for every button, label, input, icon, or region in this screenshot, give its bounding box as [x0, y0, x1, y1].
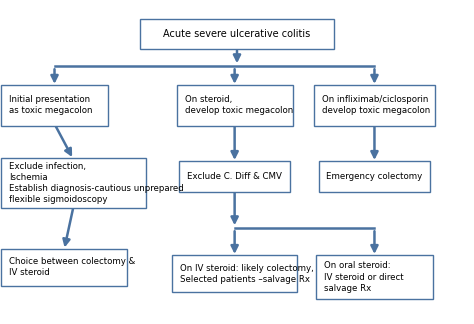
FancyBboxPatch shape: [1, 249, 127, 286]
FancyBboxPatch shape: [317, 255, 432, 299]
Text: Exclude C. Diff & CMV: Exclude C. Diff & CMV: [187, 172, 282, 181]
Text: On infliximab/ciclosporin
develop toxic megacolon: On infliximab/ciclosporin develop toxic …: [322, 95, 430, 115]
FancyBboxPatch shape: [1, 158, 146, 208]
FancyBboxPatch shape: [319, 161, 430, 192]
Text: Emergency colectomy: Emergency colectomy: [326, 172, 423, 181]
FancyBboxPatch shape: [172, 255, 298, 292]
Text: On IV steroid: likely colectomy,
Selected patients –salvage Rx: On IV steroid: likely colectomy, Selecte…: [180, 264, 314, 284]
Text: On oral steroid:
IV steroid or direct
salvage Rx: On oral steroid: IV steroid or direct sa…: [324, 261, 404, 293]
FancyBboxPatch shape: [314, 85, 435, 125]
FancyBboxPatch shape: [176, 85, 292, 125]
Text: Initial presentation
as toxic megacolon: Initial presentation as toxic megacolon: [9, 95, 93, 115]
Text: Choice between colectomy &
IV steroid: Choice between colectomy & IV steroid: [9, 257, 136, 277]
FancyBboxPatch shape: [1, 85, 108, 125]
FancyBboxPatch shape: [179, 161, 290, 192]
Text: Acute severe ulcerative colitis: Acute severe ulcerative colitis: [164, 29, 310, 39]
Text: Exclude infection,
Ischemia
Establish diagnosis-cautious unprepared
flexible sig: Exclude infection, Ischemia Establish di…: [9, 162, 184, 204]
Text: On steroid,
develop toxic megacolon: On steroid, develop toxic megacolon: [185, 95, 293, 115]
FancyBboxPatch shape: [140, 18, 334, 49]
